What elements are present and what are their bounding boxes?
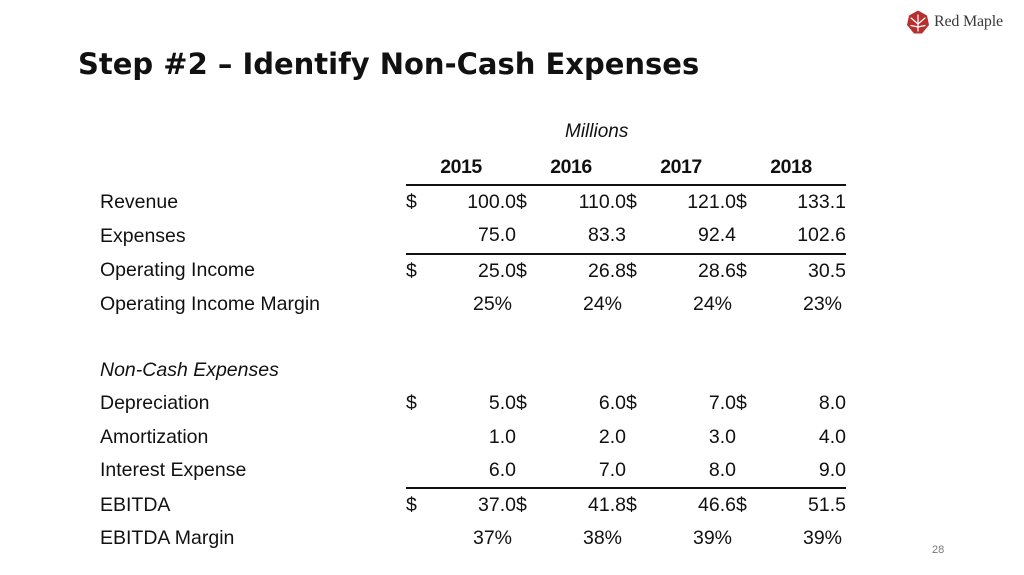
cell-value: 30.5 [765, 252, 846, 288]
currency-symbol: $ [406, 252, 436, 288]
header-spacer [92, 151, 406, 185]
row-label: Amortization [100, 425, 209, 448]
year-header: 2017 [626, 151, 736, 187]
cell-value: 7.0 [598, 458, 626, 481]
cell-value: 51.5 [765, 487, 846, 523]
page-number: 28 [932, 544, 945, 556]
cell-value: 1.0 [488, 425, 516, 448]
cell-value: 83.3 [588, 224, 626, 247]
amortization-row: Amortization 1.0 2.0 3.0 4.0 [92, 421, 846, 454]
cell-value: 3.0 [708, 425, 736, 448]
cell-value: 41.8 [545, 487, 626, 523]
currency-symbol: $ [406, 487, 436, 523]
cell-value: 25% [472, 292, 512, 315]
cell-value: 38% [582, 527, 622, 550]
row-label: EBITDA Margin [100, 527, 235, 550]
brand-logo: Red Maple [906, 8, 1003, 36]
currency-symbol: $ [516, 191, 527, 214]
currency-symbol: $ [516, 487, 546, 523]
depreciation-row: Depreciation $ 5.0 $ 6.0 $ 7.0 $ 8.0 [92, 387, 846, 420]
cell-value: 100.0 [467, 191, 516, 214]
row-label: Depreciation [100, 392, 210, 415]
currency-symbol: $ [516, 392, 527, 415]
cell-value: 46.6 [655, 487, 736, 523]
cell-value: 37.0 [435, 487, 516, 523]
year-header: 2016 [516, 151, 626, 187]
currency-symbol: $ [736, 392, 747, 415]
cell-value: 92.4 [698, 224, 736, 247]
cell-value: 9.0 [818, 458, 846, 481]
row-label: Operating Income Margin [100, 292, 321, 315]
cell-value: 37% [472, 527, 512, 550]
spacer-row [92, 321, 846, 354]
cell-value: 4.0 [818, 425, 846, 448]
currency-symbol: $ [736, 487, 766, 523]
row-label: EBITDA [100, 493, 171, 516]
currency-symbol: $ [736, 252, 766, 288]
currency-symbol: $ [626, 392, 637, 415]
cell-value: 5.0 [488, 392, 516, 415]
cell-value: 23% [802, 292, 842, 315]
operating-income-row: Operating Income $ 25.0 $ 26.8 $ 28.6 $ … [92, 252, 846, 288]
row-label: Revenue [100, 190, 179, 213]
row-label: Interest Expense [100, 459, 247, 482]
cell-value: 26.8 [545, 252, 626, 288]
cell-value: 133.1 [797, 191, 846, 214]
cell-value: 110.0 [578, 191, 626, 214]
section-heading: Non-Cash Expenses [100, 359, 279, 382]
cell-value: 102.6 [797, 224, 846, 247]
ebitda-margin-row: EBITDA Margin 37% 38% 39% 39% [92, 522, 846, 555]
cell-value: 8.0 [708, 458, 736, 481]
cell-value: 39% [692, 527, 732, 550]
header-row: 2015 2016 2017 2018 [92, 151, 846, 187]
cell-value: 24% [582, 292, 622, 315]
cell-value: 39% [802, 527, 842, 550]
year-header: 2015 [406, 151, 516, 187]
ebitda-row: EBITDA $ 37.0 $ 41.8 $ 46.6 $ 51.5 [92, 487, 846, 523]
section-header-row: Non-Cash Expenses [92, 354, 846, 387]
currency-symbol: $ [626, 191, 637, 214]
year-header: 2018 [736, 151, 846, 187]
cell-value: 28.6 [655, 252, 736, 288]
revenue-row: Revenue $ 100.0 $ 110.0 $ 121.0 $ 133.1 [92, 185, 846, 219]
row-label: Operating Income [100, 259, 256, 282]
maple-leaf-icon [907, 10, 929, 34]
currency-symbol: $ [406, 392, 417, 415]
interest-expense-row: Interest Expense 6.0 7.0 8.0 9.0 [92, 454, 846, 488]
currency-symbol: $ [626, 487, 656, 523]
units-label: Millions [565, 121, 629, 142]
currency-symbol: $ [736, 191, 747, 214]
row-label: Expenses [100, 224, 186, 247]
financial-table: 2015 2016 2017 2018 Revenue $ 100.0 $ 11… [92, 151, 846, 555]
slide-title: Step #2 – Identify Non-Cash Expenses [78, 47, 700, 81]
cell-value: 25.0 [435, 252, 516, 288]
cell-value: 24% [692, 292, 732, 315]
expenses-row: Expenses 75.0 83.3 92.4 102.6 [92, 219, 846, 253]
cell-value: 6.0 [598, 392, 626, 415]
cell-value: 7.0 [708, 392, 736, 415]
currency-symbol: $ [406, 191, 417, 214]
cell-value: 75.0 [478, 224, 516, 247]
cell-value: 6.0 [488, 458, 516, 481]
brand-name: Red Maple [934, 13, 1003, 30]
cell-value: 8.0 [818, 392, 846, 415]
cell-value: 121.0 [687, 191, 736, 214]
operating-margin-row: Operating Income Margin 25% 24% 24% 23% [92, 288, 846, 321]
currency-symbol: $ [626, 252, 656, 288]
cell-value: 2.0 [598, 425, 626, 448]
currency-symbol: $ [516, 252, 546, 288]
